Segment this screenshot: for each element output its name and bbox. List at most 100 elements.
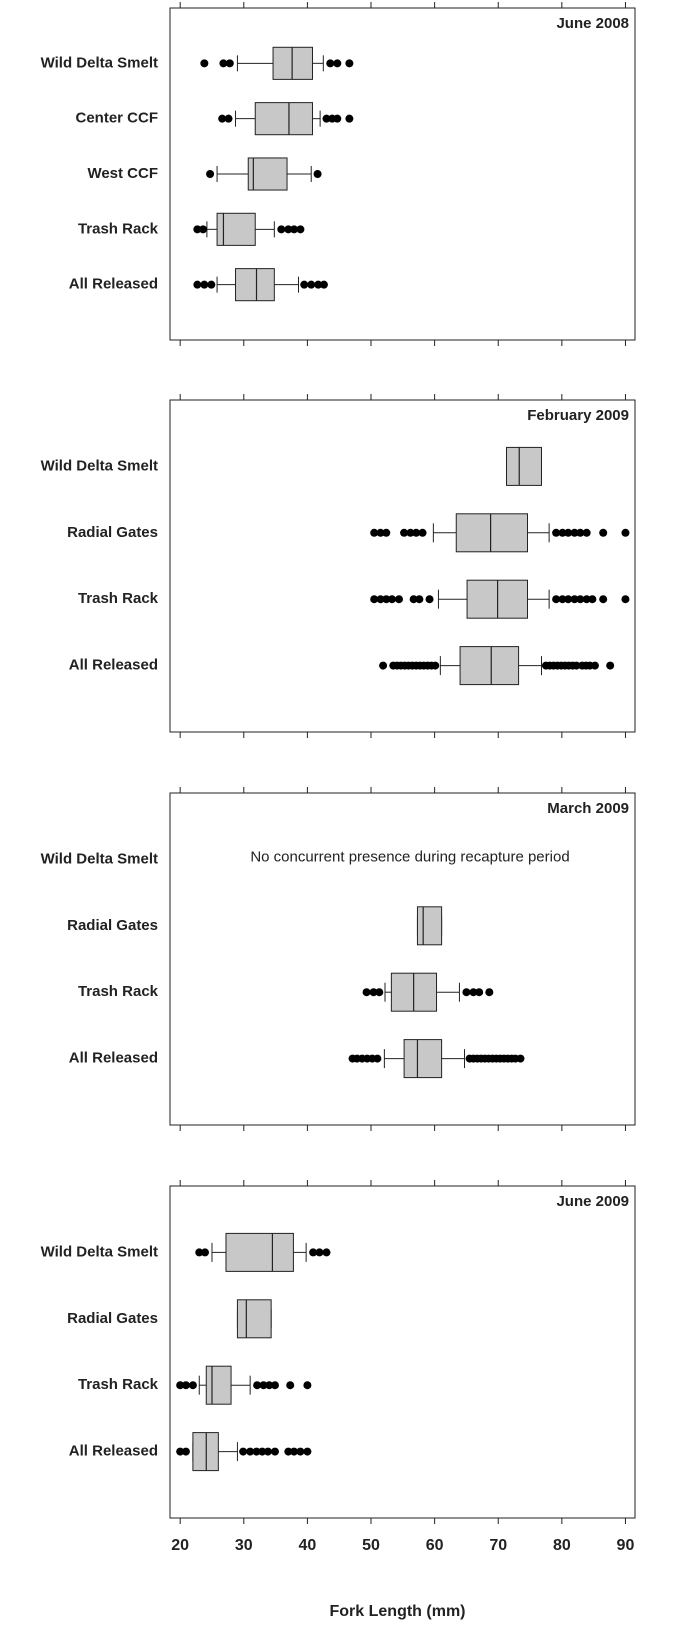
outlier: [379, 661, 388, 670]
outlier: [588, 595, 597, 604]
outlier: [576, 528, 585, 537]
x-tick-label: 60: [426, 1537, 444, 1554]
outlier: [263, 1447, 272, 1456]
x-axis-label: Fork Length (mm): [330, 1603, 466, 1620]
category-label: Trash Rack: [78, 590, 159, 607]
outlier: [258, 1447, 267, 1456]
outlier: [225, 59, 234, 68]
outlier: [400, 528, 409, 537]
category-label: Wild Delta Smelt: [41, 54, 158, 71]
outlier: [307, 280, 316, 289]
outlier: [200, 59, 209, 68]
outlier: [246, 1447, 255, 1456]
box: [506, 446, 542, 486]
outlier: [270, 1447, 279, 1456]
outlier: [375, 988, 384, 997]
outlier: [376, 528, 385, 537]
category-label: Wild Delta Smelt: [41, 850, 158, 867]
outlier: [322, 114, 331, 123]
outlier: [265, 1381, 274, 1390]
category-label: All Released: [69, 1443, 158, 1460]
outlier: [382, 595, 391, 604]
outlier: [315, 1248, 324, 1257]
outlier: [303, 1381, 312, 1390]
outlier: [475, 988, 484, 997]
outlier: [259, 1381, 268, 1390]
outlier: [176, 1381, 185, 1390]
panel-title: February 2009: [527, 407, 629, 424]
outlier: [572, 661, 581, 670]
box: [416, 906, 443, 946]
outlier: [181, 1381, 190, 1390]
outlier: [200, 280, 209, 289]
outlier: [370, 595, 379, 604]
category-label: All Released: [69, 657, 158, 674]
outlier: [290, 1447, 299, 1456]
category-label: All Released: [69, 276, 158, 293]
outlier: [333, 59, 342, 68]
outlier: [621, 528, 630, 537]
outlier: [319, 280, 328, 289]
outlier: [207, 280, 216, 289]
outlier: [606, 661, 615, 670]
box: [236, 1299, 272, 1339]
outlier: [469, 988, 478, 997]
category-label: West CCF: [87, 165, 158, 182]
category-label: Trash Rack: [78, 983, 159, 1000]
outlier: [224, 114, 233, 123]
category-label: Center CCF: [75, 110, 158, 127]
outlier: [296, 225, 305, 234]
outlier: [218, 114, 227, 123]
panel-frame: [169, 7, 636, 341]
outlier: [370, 528, 379, 537]
outlier: [296, 1447, 305, 1456]
outlier: [552, 528, 561, 537]
panel-frame: [169, 399, 636, 733]
outlier: [362, 988, 371, 997]
outlier: [290, 225, 299, 234]
outlier: [253, 1381, 262, 1390]
panel-title: March 2009: [547, 800, 629, 817]
outlier: [326, 59, 335, 68]
x-tick-label: 70: [489, 1537, 507, 1554]
category-label: Trash Rack: [78, 220, 159, 237]
category-label: Radial Gates: [67, 917, 158, 934]
outlier: [599, 528, 608, 537]
box: [205, 1365, 232, 1405]
panel-title: June 2009: [556, 1193, 629, 1210]
outlier: [333, 114, 342, 123]
x-tick-label: 80: [553, 1537, 571, 1554]
outlier: [286, 1381, 295, 1390]
outlier: [284, 225, 293, 234]
outlier: [188, 1381, 197, 1390]
outlier: [431, 661, 440, 670]
outlier: [395, 595, 404, 604]
box: [216, 212, 256, 246]
outlier: [388, 595, 397, 604]
outlier: [206, 170, 215, 178]
outlier: [345, 59, 354, 68]
outlier: [564, 528, 573, 537]
outlier: [277, 225, 286, 234]
box: [272, 46, 313, 80]
outlier: [425, 595, 434, 604]
box: [225, 1232, 294, 1272]
outlier: [462, 988, 471, 997]
panel-frame: [169, 792, 636, 1126]
outlier: [270, 1381, 279, 1390]
box: [235, 268, 275, 302]
outlier: [564, 595, 573, 604]
outlier: [418, 528, 427, 537]
outlier: [239, 1447, 248, 1456]
outlier: [590, 661, 599, 670]
outlier: [516, 1054, 525, 1063]
box: [247, 157, 288, 191]
x-tick-label: 90: [617, 1537, 635, 1554]
outlier: [322, 1248, 331, 1257]
outlier: [181, 1447, 190, 1456]
category-label: All Released: [69, 1050, 158, 1067]
annotation: No concurrent presence during recapture …: [250, 848, 569, 865]
outlier: [176, 1447, 185, 1456]
outlier: [599, 595, 608, 604]
